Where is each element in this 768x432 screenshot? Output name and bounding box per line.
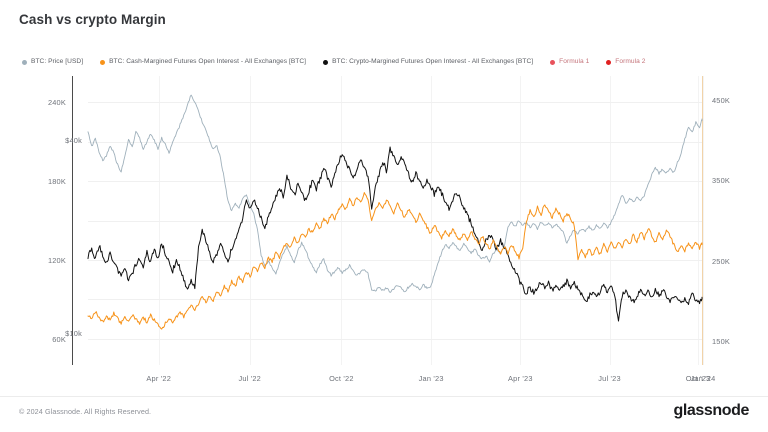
x-axis-tick: Jul '23 [598,374,621,383]
series-line [87,192,703,330]
y-axis-left-outer-tick: 180K [47,177,66,187]
copyright-text: © 2024 Glassnode. All Rights Reserved. [19,407,152,416]
x-axis-tick: Jul '22 [238,374,261,383]
legend-label: BTC: Cash-Margined Futures Open Interest… [109,58,307,65]
x-axis-tick: Oct '23 [685,374,711,383]
x-axis-tick: Apr '23 [508,374,533,383]
gridline [88,181,702,183]
legend-item[interactable]: Formula 2 [606,58,645,66]
y-axis-right-tick: 450K [712,96,731,106]
page-title: Cash vs crypto Margin [19,12,166,27]
legend-color-dot [606,59,612,65]
legend-color-dot [22,59,27,65]
y-axis-left-inner-tick: $10k [65,328,82,338]
legend-label: BTC: Crypto-Margined Futures Open Intere… [332,58,534,65]
y-axis-left-outer-tick: 120K [47,255,66,265]
series-line [87,146,703,322]
y-axis-right-tick: 250K [712,256,731,266]
x-axis-tick: Apr '22 [146,374,172,383]
y-axis-left-outer-tick: 240K [47,98,66,108]
legend-item[interactable]: BTC: Cash-Margined Futures Open Interest… [100,58,306,66]
x-axis-tick: Oct '22 [329,374,354,383]
legend-item[interactable]: BTC: Crypto-Margined Futures Open Intere… [323,58,533,66]
gridline [88,141,702,143]
legend-color-dot [100,59,106,65]
y-axis-right-tick: 350K [712,176,731,186]
vertical-gridline [703,76,704,365]
chart-legend: BTC: Price [USD] BTC: Cash-Margined Futur… [22,56,662,68]
legend-label: BTC: Price [USD] [31,58,84,65]
gridline [88,102,702,104]
footer-divider [0,396,768,397]
plot-canvas[interactable] [87,76,704,365]
series-layer [87,94,703,330]
y-axis-left-inner-tick: $40k [65,136,82,146]
y-axis-right-tick: 150K [712,336,731,346]
chart-area: 240K 180K 120K 60K $40k $10k 450K 350K 250K 150K A… [47,76,731,383]
x-axis-tick: Jan '24 [690,374,716,383]
legend-label: Formula 2 [615,58,646,65]
left-axis-line [72,76,73,365]
legend-color-dot [550,59,556,65]
gridline [88,299,702,301]
legend-item[interactable]: Formula 1 [550,58,589,66]
glassnode-logo: glassnode [673,402,749,419]
legend-label: Formula 1 [559,58,590,65]
y-axis-left-outer-tick: 60K [52,334,66,344]
legend-color-dot [323,59,329,65]
x-axis-tick: Jan '23 [418,374,444,383]
gridline [88,338,702,340]
gridline [88,220,702,222]
gridline [88,259,702,261]
series-line [87,94,703,293]
legend-item[interactable]: BTC: Price [USD] [22,58,83,66]
